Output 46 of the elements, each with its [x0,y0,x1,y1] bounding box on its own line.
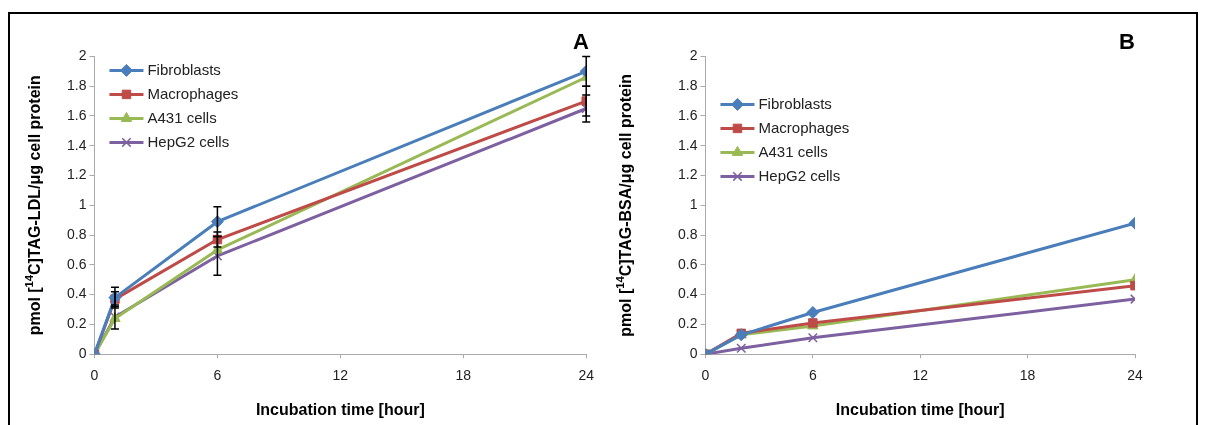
x-tick-label: 12 [912,367,929,384]
legend-label: Fibroblasts [147,60,221,78]
chart-title: B [1119,29,1135,55]
x-axis-title: Incubation time [hour] [835,401,1005,419]
x-tick-label: 24 [578,367,595,384]
y-tick-label: 1.8 [66,77,87,94]
x-tick-label: 0 [90,367,99,384]
y-tick-label: 0.2 [677,315,698,332]
legend-label: A431 cells [147,108,217,126]
y-tick-label: 0 [78,345,87,362]
y-tick-label: 1.6 [677,106,698,123]
y-tick-label: 1.2 [66,166,87,183]
legend-label: A431 cells [758,142,828,160]
y-tick-label: 0.8 [66,225,87,242]
y-tick-label: 1.8 [677,77,698,94]
y-tick-label: 2 [689,47,698,64]
y-tick-label: 0.4 [66,285,87,302]
x-tick-label: 0 [701,367,710,384]
x-axis-title: Incubation time [hour] [255,401,425,419]
y-tick-label: 1.4 [677,136,698,153]
y-tick-label: 1.6 [66,106,87,123]
y-tick-label: 0.6 [66,255,87,272]
legend-label: Macrophages [758,118,850,136]
legend-label: Fibroblasts [758,94,832,112]
y-tick-label: 0 [689,345,698,362]
x-tick-label: 24 [1127,367,1143,384]
y-tick-label: 1.4 [66,136,87,153]
x-tick-label: 12 [332,367,349,384]
x-tick-label: 6 [808,367,817,384]
y-axis-title: pmol [14C]TAG-BSA/μg cell protein [614,73,635,337]
y-axis-title: pmol [14C]TAG-LDL/μg cell protein [23,75,44,336]
chart-title: A [573,29,590,55]
y-tick-label: 2 [78,47,87,64]
legend-label: HepG2 cells [147,132,230,150]
x-tick-label: 6 [213,367,222,384]
y-tick-label: 0.6 [677,255,698,272]
legend-label: Macrophages [147,84,239,102]
y-tick-label: 0.8 [677,225,698,242]
y-tick-label: 1.2 [677,166,698,183]
x-tick-label: 18 [455,367,472,384]
legend-label: HepG2 cells [758,166,841,184]
y-tick-label: 1 [689,196,698,213]
y-tick-label: 1 [78,196,87,213]
y-tick-label: 0.4 [677,285,698,302]
y-tick-label: 0.2 [66,315,87,332]
x-tick-label: 18 [1019,367,1036,384]
